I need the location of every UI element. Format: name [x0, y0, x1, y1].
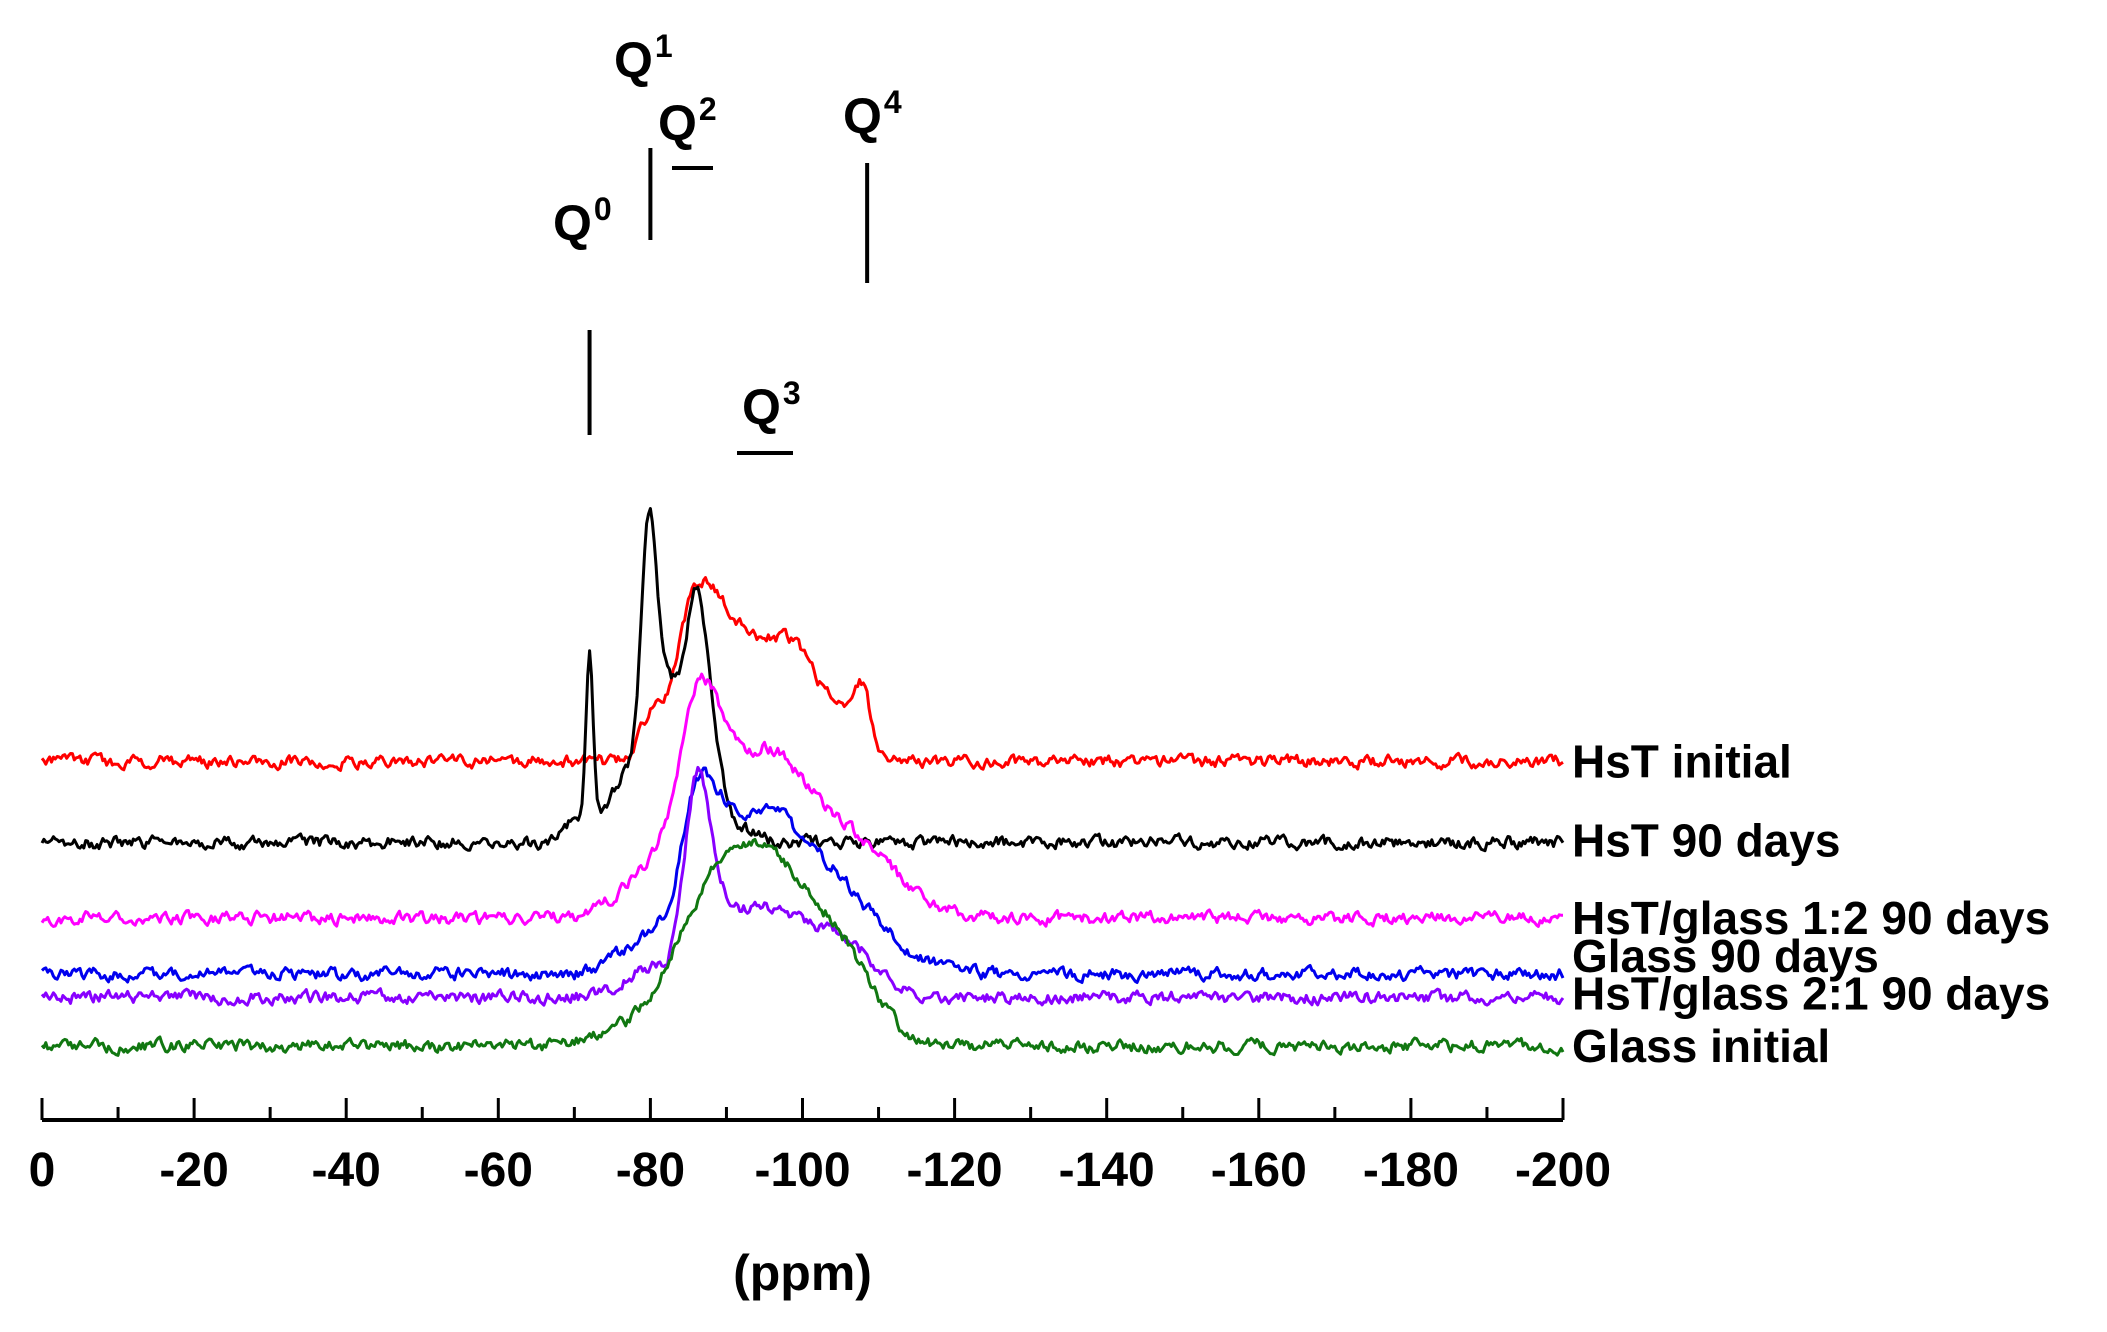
x-tick-label: -20	[159, 1144, 228, 1197]
x-tick-label: -100	[754, 1144, 850, 1197]
x-tick-label: -120	[907, 1144, 1003, 1197]
series-line-hst-glass-1-2-90-days	[40, 672, 1563, 928]
series-line-glass-initial	[40, 837, 1565, 1057]
q0-label: Q0	[553, 191, 612, 251]
q4-annotation: Q4	[843, 84, 902, 283]
series-label: HsT/glass 1:2 90 days	[1572, 892, 2050, 944]
series-label: HsT/glass 2:1 90 days	[1572, 967, 2050, 1019]
q1-label: Q1	[614, 28, 673, 88]
series-label: Glass initial	[1572, 1020, 1830, 1072]
q3-label: Q3	[742, 375, 801, 435]
q2-label: Q2	[658, 91, 717, 151]
x-tick-label: -160	[1211, 1144, 1307, 1197]
series-label: HsT 90 days	[1572, 815, 1840, 867]
x-axis-title: (ppm)	[733, 1245, 872, 1301]
series-line-hst-initial	[40, 576, 1564, 772]
q1-annotation: Q1	[614, 28, 673, 240]
x-tick-label: -80	[616, 1144, 685, 1197]
q4-label: Q4	[843, 84, 902, 144]
q3-annotation: Q3	[737, 375, 801, 455]
q2-annotation: Q2	[658, 91, 717, 170]
x-tick-label: 0	[29, 1144, 56, 1197]
x-tick-label: -60	[464, 1144, 533, 1197]
series-line-hst-90-days	[40, 507, 1565, 853]
x-tick-label: -40	[312, 1144, 381, 1197]
series-label: Glass 90 days	[1572, 930, 1879, 982]
series-layer	[40, 507, 1565, 1057]
series-labels: HsT initial HsT 90 days HsT/glass 1:2 90 d…	[1572, 736, 2050, 1072]
x-tick-label: -180	[1363, 1144, 1459, 1197]
series-line-hst-glass-2-1-90-days	[40, 765, 1565, 1007]
q0-annotation: Q0	[553, 191, 612, 435]
series-label: HsT initial	[1572, 736, 1792, 788]
series-line-glass-90-days	[40, 766, 1565, 984]
x-tick-label: -140	[1059, 1144, 1155, 1197]
x-tick-label: -200	[1515, 1144, 1611, 1197]
x-axis: 0 -20 -40 -60 -80 -100 -120 -140 -160 -180 -200	[29, 1098, 1611, 1197]
